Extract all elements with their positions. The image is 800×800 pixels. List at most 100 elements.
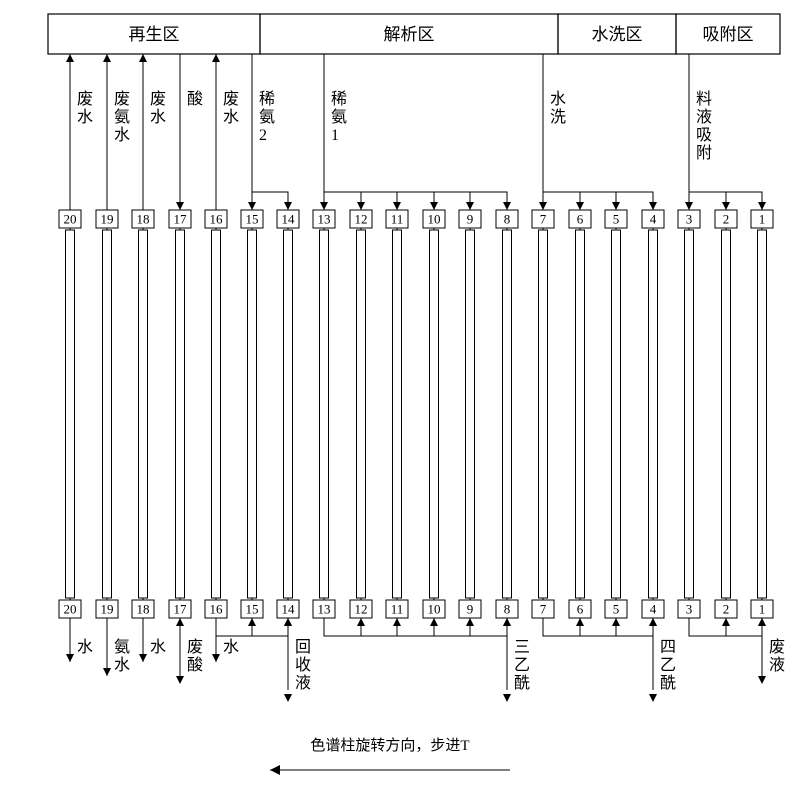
bot-loop-2-1 (726, 618, 762, 636)
column-2 (722, 230, 731, 598)
bot-num-13: 13 (318, 602, 331, 617)
bot-feed-label-19-char0: 氨 (114, 638, 130, 656)
top-loop-10-9 (434, 192, 470, 210)
bot-loop-13-12 (324, 618, 361, 636)
top-num-20: 20 (64, 212, 77, 227)
zone-label-1: 解析区 (384, 25, 435, 44)
top-feed-label-18-char0: 废 (150, 90, 166, 108)
bot-loop-11-10 (397, 618, 434, 636)
top-num-5: 5 (613, 212, 620, 227)
column-13 (320, 230, 329, 598)
footer-label: 色谱柱旋转方向，步进T (310, 737, 469, 754)
bot-loop-16-15 (216, 618, 252, 636)
top-num-8: 8 (504, 212, 511, 227)
bot-loop-15-14 (252, 618, 288, 636)
top-feed-label-13-char1: 氨 (331, 108, 347, 126)
top-feed-label-3-char2: 吸 (696, 127, 712, 144)
top-feed-label-20-char0: 废 (77, 90, 93, 108)
top-loop-6-5 (580, 192, 616, 210)
top-loop-9-8 (470, 192, 507, 210)
bot-feed-label-14-char1: 收 (295, 656, 311, 674)
column-4 (649, 230, 658, 598)
column-6 (576, 230, 585, 598)
top-feed-label-3-char0: 料 (696, 90, 712, 108)
bot-num-6: 6 (577, 602, 584, 617)
bot-num-7: 7 (540, 602, 547, 617)
bot-feed-label-1-char0: 废 (769, 638, 785, 656)
bot-feed-label-4-char2: 酰 (660, 674, 676, 692)
bot-num-17: 17 (174, 602, 188, 617)
top-feed-label-19-char2: 水 (114, 126, 130, 144)
top-num-15: 15 (246, 212, 259, 227)
top-feed-label-20-char1: 水 (77, 108, 93, 126)
bot-num-8: 8 (504, 602, 511, 617)
column-7 (539, 230, 548, 598)
column-17 (176, 230, 185, 598)
column-8 (503, 230, 512, 598)
top-num-9: 9 (467, 212, 474, 227)
bot-loop-9-8 (470, 618, 507, 636)
bot-num-11: 11 (391, 602, 404, 617)
top-loop-11-10 (397, 192, 434, 210)
column-1 (758, 230, 767, 598)
top-num-16: 16 (210, 212, 224, 227)
top-num-18: 18 (137, 212, 150, 227)
top-num-19: 19 (101, 212, 114, 227)
top-loop-2-1 (726, 192, 762, 210)
bot-loop-7-6 (543, 618, 580, 636)
column-18 (139, 230, 148, 598)
bot-loop-3-2 (689, 618, 726, 636)
top-num-12: 12 (355, 212, 368, 227)
bot-feed-label-14-char0: 回 (295, 639, 311, 656)
bot-feed-label-17-char1: 酸 (187, 656, 203, 674)
column-9 (466, 230, 475, 598)
column-15 (248, 230, 257, 598)
top-feed-label-16-char0: 废 (223, 90, 239, 108)
top-feed-label-15-char1: 氨 (259, 108, 275, 126)
top-feed-label-17-char0: 酸 (187, 90, 203, 108)
column-19 (103, 230, 112, 598)
column-5 (612, 230, 621, 598)
bot-loop-6-5 (580, 618, 616, 636)
top-num-13: 13 (318, 212, 331, 227)
top-num-17: 17 (174, 212, 188, 227)
bot-num-18: 18 (137, 602, 150, 617)
bot-loop-5-4 (616, 618, 653, 636)
top-feed-label-7-char1: 洗 (550, 108, 566, 126)
top-loop-13-12 (324, 192, 361, 210)
top-feed-label-13-char0: 稀 (331, 90, 347, 108)
top-num-1: 1 (759, 212, 766, 227)
column-20 (66, 230, 75, 598)
bot-feed-label-20-char0: 水 (77, 638, 93, 656)
top-num-6: 6 (577, 212, 584, 227)
top-feed-label-19-char1: 氨 (114, 108, 130, 126)
column-11 (393, 230, 402, 598)
bot-feed-label-14-char2: 液 (295, 674, 311, 692)
top-num-10: 10 (428, 212, 441, 227)
column-14 (284, 230, 293, 598)
bot-num-5: 5 (613, 602, 620, 617)
top-feed-label-16-char1: 水 (223, 108, 239, 126)
bot-num-14: 14 (282, 602, 296, 617)
top-num-14: 14 (282, 212, 296, 227)
bot-num-10: 10 (428, 602, 441, 617)
top-num-11: 11 (391, 212, 404, 227)
top-loop-12-11 (361, 192, 397, 210)
bot-num-19: 19 (101, 602, 114, 617)
top-loop-5-4 (616, 192, 653, 210)
top-feed-label-3-char3: 附 (696, 144, 712, 162)
column-3 (685, 230, 694, 598)
column-10 (430, 230, 439, 598)
bot-num-12: 12 (355, 602, 368, 617)
top-feed-label-15-char2: 2 (259, 127, 267, 144)
bot-feed-label-1-char1: 液 (769, 656, 785, 674)
bot-feed-label-8-char0: 三 (514, 639, 530, 656)
bot-num-20: 20 (64, 602, 77, 617)
bot-num-15: 15 (246, 602, 259, 617)
bot-feed-label-16-char0: 水 (223, 638, 239, 656)
column-16 (212, 230, 221, 598)
column-12 (357, 230, 366, 598)
top-feed-label-19-char0: 废 (114, 90, 130, 108)
bot-feed-label-8-char1: 乙 (514, 657, 530, 674)
bot-num-1: 1 (759, 602, 766, 617)
